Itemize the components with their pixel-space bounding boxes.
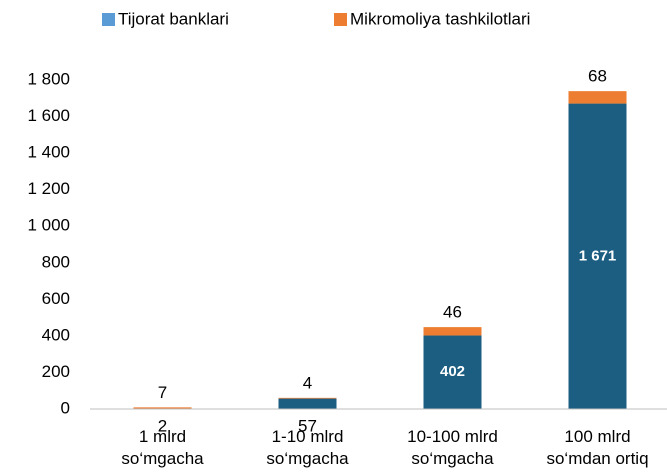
x-tick-line: 100 mlrd [564,427,630,446]
value-label: 57 [298,416,317,435]
bar-segment [278,397,337,399]
x-tick-line: so‘mdan ortiq [546,449,648,468]
y-tick-label: 800 [42,252,70,271]
legend-swatch [334,13,347,26]
x-tick-label: 1-10 mlrd so‘mgacha [266,427,349,468]
bar-segment [423,327,482,336]
x-tick-line: so‘mgacha [121,449,204,468]
x-tick-line: so‘mgacha [411,449,494,468]
legend-label: Mikromoliya tashkilotlari [350,9,530,28]
y-tick-label: 1 400 [27,143,70,162]
value-label: 402 [440,363,465,380]
value-label: 1 671 [579,247,617,264]
bar-segment [133,407,192,409]
x-tick-line: so‘mgacha [266,449,349,468]
y-tick-label: 1 600 [27,106,70,125]
y-tick-label: 600 [42,289,70,308]
x-tick-line: 1 mlrd [139,427,186,446]
legend-swatch [102,13,115,26]
x-tick-label: 100 mlrd so‘mdan ortiq [546,427,648,468]
y-tick-label: 1 200 [27,179,70,198]
value-label: 2 [158,416,167,435]
value-label: 68 [588,67,607,86]
y-tick-label: 200 [42,362,70,381]
bar-segment [423,335,482,409]
y-tick-label: 1 800 [27,69,70,88]
value-label: 46 [443,303,462,322]
y-tick-label: 0 [61,398,70,417]
bar-segment [568,91,627,104]
value-label: 7 [158,383,167,402]
x-tick-label: 10-100 mlrd so‘mgacha [407,427,498,468]
y-tick-label: 1 000 [27,216,70,235]
y-tick-label: 400 [42,325,70,344]
x-tick-line: 1-10 mlrd [272,427,344,446]
value-label: 4 [303,373,312,392]
legend-label: Tijorat banklari [118,9,229,28]
x-tick-line: 10-100 mlrd [407,427,498,446]
bar-segment [568,103,627,409]
bar-segment [278,398,337,409]
x-tick-label: 1 mlrd so‘mgacha [121,427,204,468]
